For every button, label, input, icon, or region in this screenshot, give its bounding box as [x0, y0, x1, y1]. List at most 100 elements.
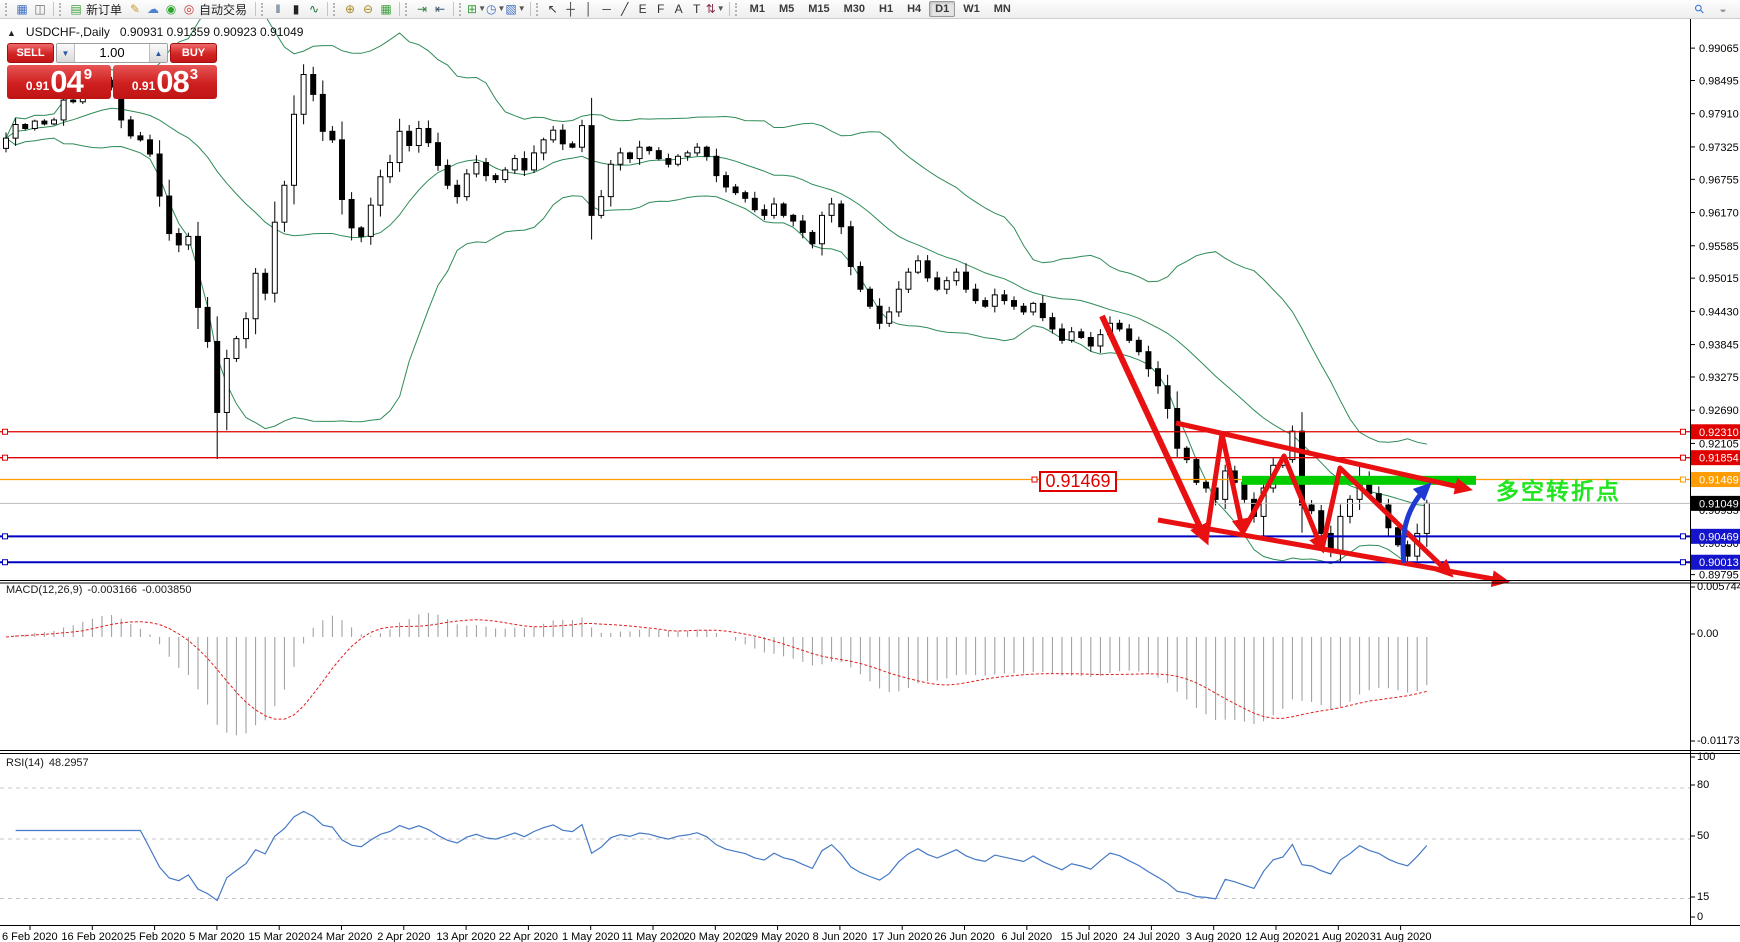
templates-icon[interactable]: ▧ ▼ [505, 2, 526, 16]
price-badges: 0.92310 0.91854 0.91469 0.91049 0.90469 0.900… [1691, 424, 1740, 570]
svg-text:13 Apr 2020: 13 Apr 2020 [436, 931, 495, 942]
toolbar: ▦ ◫ ▤ 新订单 ✎ ☁ ◉ ◎ 自动交易 ‖ ▮ ∿ ⊕ ⊖ ▦ ⇥ ⇤ ⊞ ▼ ◷ ▼ ▧ ▼ ↖ ┼ │ ─ ╱ E F A T ⇅ ▼ M… [0, 0, 1740, 19]
horizontal-line-icon[interactable]: ─ [602, 2, 611, 16]
toolbar-grip [261, 2, 266, 16]
chat-icon[interactable]: ◒ [1719, 2, 1727, 16]
trendline-icon[interactable]: ╱ [621, 2, 629, 16]
svg-text:0.89795: 0.89795 [1699, 570, 1739, 582]
timeframe-mn-button[interactable]: MN [993, 3, 1011, 15]
buy-price-button[interactable]: 0.91 08 3 [113, 65, 217, 99]
svg-text:3 Aug 2020: 3 Aug 2020 [1186, 931, 1242, 942]
date-axis: 6 Feb 2020 16 Feb 2020 25 Feb 2020 5 Mar 20… [2, 926, 1431, 942]
toolbar-grip [535, 2, 541, 16]
timeframe-w1-button[interactable]: W1 [963, 3, 980, 15]
line-chart-icon[interactable]: ∿ [309, 2, 320, 16]
dropdown-caret-icon[interactable]: ▼ [517, 4, 526, 13]
svg-text:0.94430: 0.94430 [1699, 306, 1739, 318]
new-order-icon[interactable]: ▤ [70, 2, 82, 16]
collapse-ohlc-icon[interactable]: ▲ [7, 28, 16, 38]
signal-icon[interactable]: ◉ [165, 2, 177, 16]
svg-text:24 Mar 2020: 24 Mar 2020 [311, 931, 373, 942]
rsi-pane [0, 787, 1690, 902]
channel-icon[interactable]: E [638, 2, 647, 16]
horizontal-lines [0, 428, 1690, 566]
timeframe-m5-button[interactable]: M5 [778, 3, 795, 15]
svg-text:0.97325: 0.97325 [1699, 142, 1739, 154]
svg-text:0.93845: 0.93845 [1699, 340, 1739, 352]
svg-text:15: 15 [1697, 891, 1709, 903]
dropdown-caret-icon[interactable]: ▼ [716, 4, 725, 13]
publish-icon[interactable]: ☁ [147, 2, 160, 16]
timeframe-m1-button[interactable]: M1 [749, 3, 765, 15]
svg-text:0.96170: 0.96170 [1699, 208, 1739, 220]
timeframe-m30-button[interactable]: M30 [843, 3, 866, 15]
sell-price-button[interactable]: 0.91 04 9 [7, 65, 111, 99]
rsi-label: RSI(14) 48.2957 [6, 757, 89, 769]
svg-text:25 Feb 2020: 25 Feb 2020 [124, 931, 186, 942]
svg-text:11 May 2020: 11 May 2020 [622, 931, 685, 942]
macd-label: MACD(12,26,9) -0.003166 -0.003850 [6, 584, 192, 596]
add-indicator-icon[interactable]: ⊞ ▼ [467, 2, 487, 16]
volume-input[interactable]: 1.00 [99, 45, 125, 60]
new-order-icon-label[interactable]: 新订单 [86, 2, 123, 17]
svg-text:22 Apr 2020: 22 Apr 2020 [499, 931, 558, 942]
auto-scroll-icon[interactable]: ⇥ [417, 2, 428, 16]
arrows-icon[interactable]: ⇅ ▼ [705, 2, 725, 16]
bars-chart-icon[interactable]: ‖ [275, 2, 281, 16]
svg-text:31 Aug 2020: 31 Aug 2020 [1370, 931, 1432, 942]
svg-text:50: 50 [1697, 830, 1709, 842]
toolbar-separator [327, 2, 329, 16]
panel-toggle-icon[interactable]: ▦ [16, 2, 28, 16]
buy-button[interactable]: BUY [170, 43, 217, 63]
profiles-icon[interactable]: ◫ [34, 2, 46, 16]
svg-text:0.99065: 0.99065 [1699, 43, 1739, 55]
timeframe-d1-button[interactable]: D1 [929, 1, 956, 17]
svg-text:26 Jun 2020: 26 Jun 2020 [934, 931, 995, 942]
cursor-icon[interactable]: ↖ [547, 2, 558, 16]
zoom-in-icon[interactable]: ⊕ [345, 2, 356, 16]
svg-text:1 May 2020: 1 May 2020 [562, 931, 619, 942]
turning-point-annotation[interactable]: 多空转折点 [1496, 478, 1621, 504]
svg-text:0.97910: 0.97910 [1699, 109, 1739, 121]
vertical-line-icon[interactable]: │ [584, 2, 593, 16]
autotrade-icon-label[interactable]: 自动交易 [199, 2, 248, 17]
crosshair-icon[interactable]: ┼ [566, 2, 575, 16]
fibonacci-icon[interactable]: F [657, 2, 665, 16]
timeframe-h1-button[interactable]: H1 [879, 3, 894, 15]
svg-text:80: 80 [1697, 779, 1709, 791]
chart-shift-icon[interactable]: ⇤ [435, 2, 446, 16]
text-icon[interactable]: A [674, 2, 683, 16]
zigzag-3 [1319, 465, 1454, 578]
search-icon[interactable]: ⚲ [1690, 0, 1708, 18]
zigzag-2 [1240, 453, 1325, 554]
periods-icon[interactable]: ◷ ▼ [486, 2, 506, 16]
zoom-out-icon[interactable]: ⊖ [363, 2, 374, 16]
sell-button[interactable]: SELL [7, 43, 54, 63]
tile-windows-icon[interactable]: ▦ [380, 2, 392, 16]
volume-increase-button[interactable]: ▲ [149, 44, 167, 62]
candles-chart-icon[interactable]: ▮ [292, 2, 300, 16]
svg-text:16 Feb 2020: 16 Feb 2020 [61, 931, 123, 942]
autotrade-icon[interactable]: ◎ [183, 2, 195, 16]
rsi-line [15, 810, 1428, 902]
timeframe-m15-button[interactable]: M15 [808, 3, 830, 15]
macd-signal-value: -0.003850 [141, 584, 192, 596]
toolbar-separator [453, 2, 455, 16]
price-level-text-box[interactable]: 0.91469 [1039, 471, 1117, 492]
timeframe-h4-button[interactable]: H4 [907, 3, 922, 15]
svg-text:0: 0 [1697, 911, 1703, 923]
svg-text:15 Mar 2020: 15 Mar 2020 [248, 931, 310, 942]
buy-price-pip: 3 [189, 66, 199, 83]
toolbar-separator [53, 2, 54, 16]
toolbar-separator [728, 2, 730, 16]
lower-wedge-arrow [1157, 517, 1510, 588]
svg-text:12 Aug 2020: 12 Aug 2020 [1245, 931, 1307, 942]
label-icon[interactable]: T [693, 2, 701, 16]
price-box-handle [1031, 476, 1038, 483]
dropdown-caret-icon[interactable]: ▼ [478, 4, 487, 13]
volume-decrease-button[interactable]: ▼ [57, 44, 75, 62]
dropdown-caret-icon[interactable]: ▼ [497, 4, 506, 13]
brush-icon[interactable]: ✎ [129, 2, 141, 16]
svg-text:0.91049: 0.91049 [1699, 498, 1739, 510]
